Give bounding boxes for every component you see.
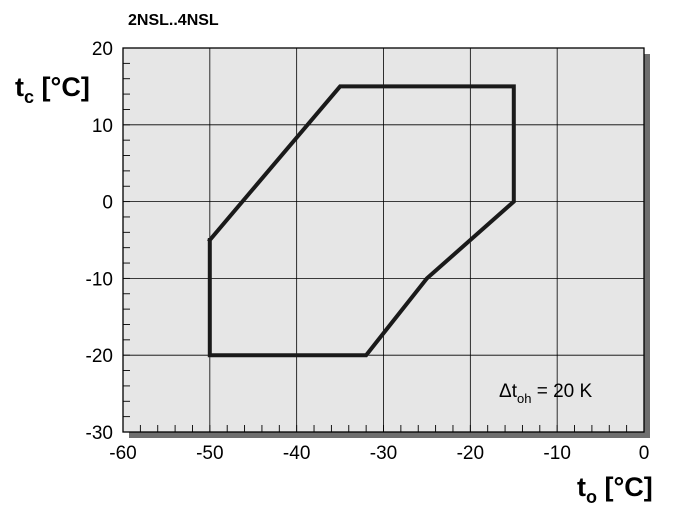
x-tick-labels: -60 -50 -40 -30 -20 -10 0	[109, 443, 649, 464]
y-tick-label: 0	[102, 193, 113, 214]
series-layer	[206, 84, 516, 358]
x-tick-label: -60	[109, 443, 136, 464]
plot-border	[122, 47, 645, 433]
x-tick-label: -30	[370, 443, 397, 464]
y-tick-label: -10	[86, 269, 113, 290]
y-axis-title: tc [°C]	[15, 72, 90, 107]
x-tick-label: -40	[283, 443, 310, 464]
y-tick-label: -30	[86, 423, 113, 444]
x-tick-label: 0	[639, 443, 650, 464]
x-tick-label: -50	[196, 443, 223, 464]
y-tick-labels: -30 -20 -10 0 10 20	[86, 39, 113, 444]
y-tick-label: 20	[92, 39, 113, 60]
x-tick-label: -10	[543, 443, 570, 464]
x-axis-title: to [°C]	[577, 472, 653, 507]
superheat-annotation: Δtoh = 20 K	[499, 381, 593, 406]
x-tick-label: -20	[457, 443, 484, 464]
chart-title: 2NSL..4NSL	[128, 12, 219, 29]
envelope-line	[206, 84, 516, 358]
y-tick-label: 10	[92, 116, 113, 137]
y-tick-label: -20	[86, 346, 113, 367]
